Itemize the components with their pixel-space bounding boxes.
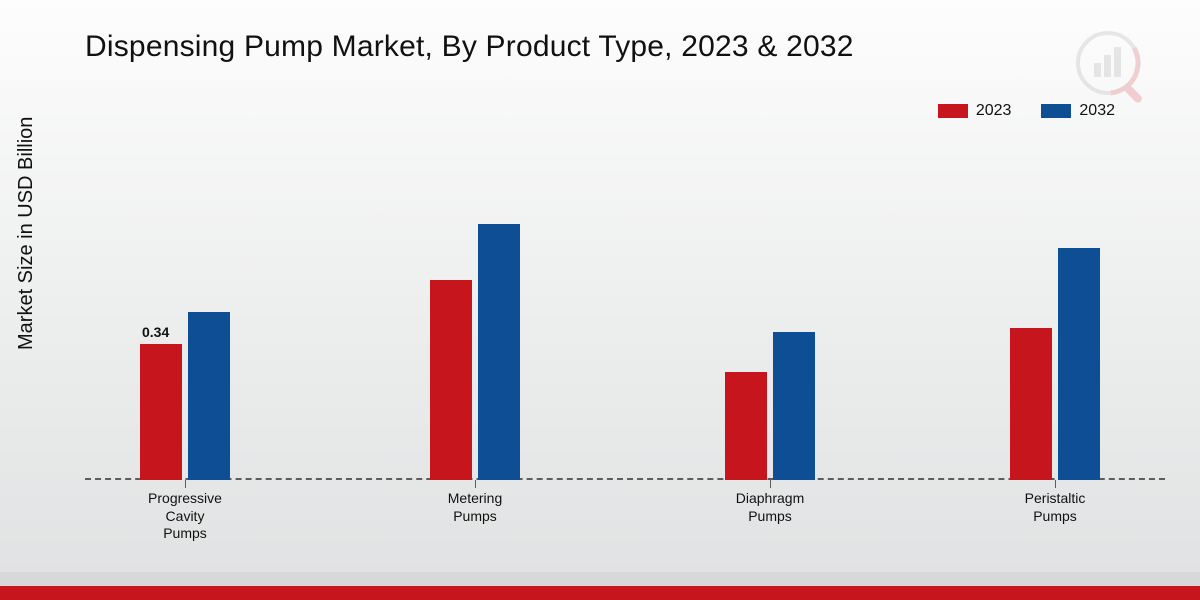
bar-2032 [773,332,815,480]
bar-group [430,224,520,480]
bar-group [1010,248,1100,480]
footer-gray-strip [0,572,1200,586]
chart-canvas: Dispensing Pump Market, By Product Type,… [0,0,1200,600]
legend-label-2023: 2023 [976,102,1012,120]
chart-title: Dispensing Pump Market, By Product Type,… [85,30,854,64]
bar-2023 [725,372,767,480]
value-label: 0.34 [142,324,169,340]
legend-label-2032: 2032 [1079,102,1115,120]
bar-group [725,332,815,480]
legend-swatch-2023 [938,104,968,118]
y-axis-label: Market Size in USD Billion [15,117,38,350]
bar-2032 [478,224,520,480]
category-tick [770,480,771,488]
bar-2032 [1058,248,1100,480]
category-tick [185,480,186,488]
category-label: MeteringPumps [415,490,535,525]
legend-swatch-2032 [1041,104,1071,118]
category-label: ProgressiveCavityPumps [125,490,245,543]
plot-area: 0.34 [85,140,1165,480]
legend-item-2023: 2023 [938,102,1012,120]
bar-2032 [188,312,230,480]
baseline [85,478,1165,480]
category-tick [1055,480,1056,488]
category-tick [475,480,476,488]
category-label: PeristalticPumps [995,490,1115,525]
legend-item-2032: 2032 [1041,102,1115,120]
bar-2023 [1010,328,1052,480]
category-label: DiaphragmPumps [710,490,830,525]
bar-2023 [140,344,182,480]
legend: 2023 2032 [938,102,1115,120]
bar-2023 [430,280,472,480]
footer-red-strip [0,586,1200,600]
watermark-icon [1070,25,1150,105]
